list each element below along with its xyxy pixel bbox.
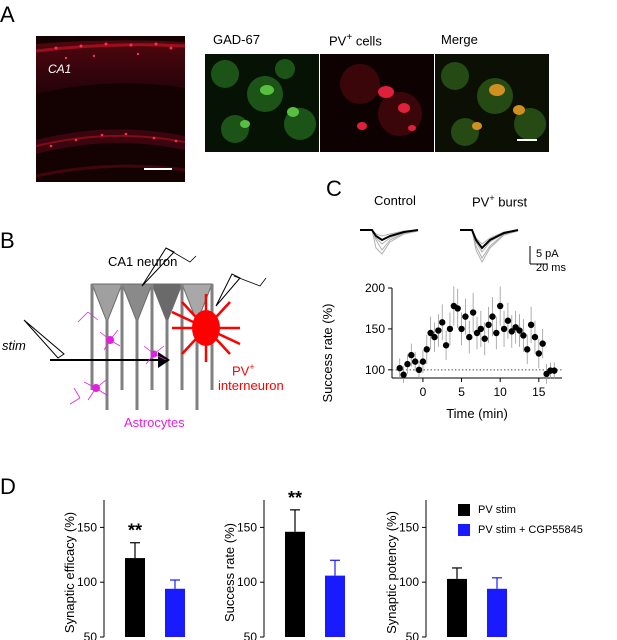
data-point — [508, 328, 515, 335]
bar — [165, 588, 185, 637]
ca1-region-label: CA1 — [48, 62, 72, 76]
scale-bar-x-label: 20 ms — [536, 262, 566, 274]
trace-label-pv-burst: PV+ burst — [472, 193, 528, 210]
data-point — [485, 321, 492, 329]
data-point — [442, 342, 450, 349]
data-point — [516, 327, 523, 334]
y-tick-label: 150 — [365, 322, 385, 336]
y-tick-label: 100 — [77, 575, 97, 589]
data-point — [427, 329, 434, 337]
data-point — [531, 333, 539, 341]
data-point — [473, 329, 481, 337]
y-tick-label: 150 — [77, 520, 97, 534]
legend: PV stim PV stim + CGP55845 — [458, 504, 583, 536]
pv-label: PV+ — [232, 362, 255, 379]
legend-swatch-pv-stim-cgp — [458, 524, 470, 536]
schematic-diagram — [23, 247, 267, 410]
bar — [125, 558, 145, 637]
panel-letter-d: D — [0, 474, 16, 499]
data-point — [404, 360, 411, 368]
success-rate-time-plot: 100 150 200 0 5 10 15 Time (min) Success rate (%… — [320, 281, 562, 421]
pv-image — [320, 54, 434, 152]
data-point — [489, 313, 496, 320]
data-point — [477, 325, 485, 333]
ca1-neuron-label: CA1 neuron — [108, 254, 178, 269]
y-tick-label: 100 — [237, 575, 257, 589]
data-point — [419, 358, 427, 365]
success-rate-bar-chart: 50 100 150 ** Success rate (%) — [222, 490, 345, 640]
x-tick-label: 0 — [420, 385, 427, 399]
data-point — [396, 364, 403, 372]
channel-label-merge: Merge — [441, 32, 478, 47]
y-tick-label: 100 — [365, 363, 385, 377]
data-point — [400, 371, 407, 378]
y-tick-label: 200 — [365, 281, 385, 295]
y-axis-label: Synaptic efficacy (%) — [62, 512, 77, 633]
significance-label: ** — [288, 490, 302, 508]
y-tick-label: 100 — [399, 575, 419, 589]
legend-item-pv-stim-cgp: PV stim + CGP55845 — [458, 524, 583, 536]
data-point — [551, 367, 558, 374]
synaptic-efficacy-chart: 50 100 150 ** Synaptic efficacy (%) — [62, 500, 185, 640]
data-point — [520, 332, 527, 339]
data-point — [496, 302, 504, 310]
y-tick-label: 150 — [237, 520, 257, 534]
panel-letter-b: B — [0, 228, 15, 253]
y-axis-label: Success rate (%) — [320, 304, 335, 403]
data-point — [535, 350, 543, 357]
y-axis-label: Success rate (%) — [222, 523, 237, 622]
data-point — [462, 313, 469, 320]
scale-bar-y-label: 5 pA — [536, 248, 559, 260]
data-point — [435, 327, 442, 334]
data-point — [481, 335, 488, 342]
bar — [447, 578, 467, 637]
panel-letter-c: C — [326, 176, 342, 201]
y-tick-label: 50 — [84, 630, 98, 640]
data-point — [431, 333, 438, 341]
epsc-traces — [360, 229, 548, 265]
data-point — [539, 340, 546, 347]
x-axis-label: Time (min) — [446, 406, 508, 421]
bar — [487, 588, 507, 637]
channel-label-gad67: GAD-67 — [213, 32, 260, 47]
y-tick-label: 50 — [244, 630, 258, 640]
data-point — [500, 325, 508, 333]
data-point — [493, 329, 500, 337]
hippocampus-image: CA1 — [36, 36, 185, 182]
y-tick-label: 150 — [399, 520, 419, 534]
merge-image — [435, 54, 549, 152]
data-point — [454, 305, 461, 312]
data-point — [415, 366, 423, 374]
interneuron-label: interneuron — [218, 378, 284, 393]
panel-letter-a: A — [0, 2, 15, 27]
astrocytes-label: Astrocytes — [124, 415, 185, 430]
x-tick-label: 10 — [494, 385, 508, 399]
legend-swatch-pv-stim — [458, 504, 470, 516]
data-point — [446, 325, 454, 333]
data-point — [469, 309, 477, 316]
legend-item-pv-stim: PV stim — [458, 504, 583, 516]
data-point — [408, 351, 415, 359]
gad67-image — [205, 54, 319, 152]
channel-label-pv: PV+ cells — [329, 32, 382, 49]
bar — [285, 531, 305, 637]
significance-label: ** — [128, 521, 142, 541]
data-point — [458, 325, 465, 333]
data-point — [466, 333, 473, 341]
data-point — [504, 317, 512, 324]
data-point — [524, 346, 531, 353]
data-point — [527, 321, 535, 329]
stim-label: stim — [2, 338, 26, 353]
data-point — [411, 358, 419, 365]
trace-label-control: Control — [374, 193, 416, 208]
y-tick-label: 50 — [406, 630, 420, 640]
bar — [325, 575, 345, 637]
y-axis-label: Synaptic potency (%) — [384, 511, 399, 634]
x-tick-label: 5 — [458, 385, 465, 399]
data-point — [439, 319, 446, 326]
data-point — [423, 346, 430, 353]
x-tick-label: 15 — [532, 385, 546, 399]
